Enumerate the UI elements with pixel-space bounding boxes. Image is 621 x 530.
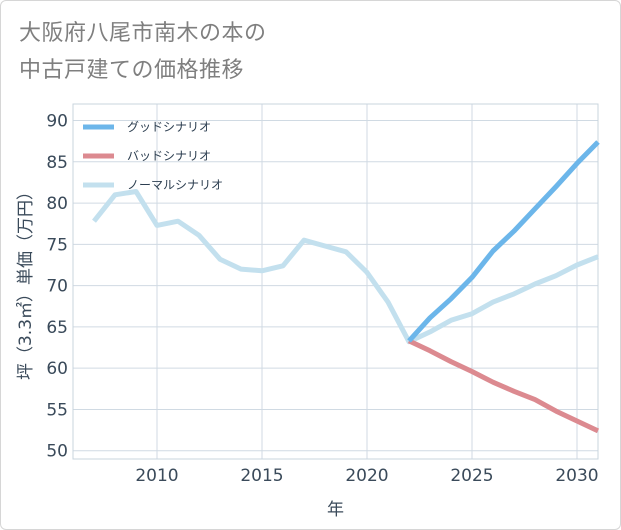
series-lines: [92, 140, 600, 434]
legend-label: ノーマルシナリオ: [127, 178, 223, 192]
y-tick-label: 70: [46, 277, 68, 297]
chart-title: 大阪府八尾市南木の本の 中古戸建ての価格推移: [19, 15, 267, 89]
x-gridlines: [156, 104, 578, 459]
plot-area: [72, 103, 599, 460]
series-line-2: [407, 338, 600, 434]
x-tick-label: 2010: [135, 466, 178, 486]
series-line-1: [407, 140, 600, 343]
y-gridlines: [73, 120, 598, 452]
y-tick-label: 50: [46, 442, 68, 462]
x-tick-label: 2025: [450, 466, 493, 486]
y-tick-label: 60: [46, 359, 68, 379]
series-line-3: [92, 189, 599, 345]
legend-label: バッドシナリオ: [127, 149, 211, 163]
y-tick-label: 75: [46, 235, 68, 255]
y-tick-label: 90: [46, 112, 68, 132]
y-tick-label: 65: [46, 318, 68, 338]
x-tick-labels: 2010 2015 2020 2025 2030: [135, 466, 598, 486]
chart-title-line-1: 大阪府八尾市南木の本の: [19, 21, 267, 46]
y-tick-labels: 50 55 60 65 70 75 80 85 90: [46, 112, 68, 462]
y-axis-title: 坪（3.3㎡）単価（万円）: [16, 183, 36, 380]
x-tick-label: 2015: [240, 466, 283, 486]
y-tick-label: 85: [46, 153, 68, 173]
chart-title-line-2: 中古戸建ての価格推移: [19, 58, 245, 83]
x-tick-label: 2030: [555, 466, 598, 486]
x-tick-label: 2020: [345, 466, 388, 486]
y-tick-label: 80: [46, 194, 68, 214]
legend-label: グッドシナリオ: [127, 120, 211, 134]
x-axis-title: 年: [327, 500, 344, 520]
y-tick-label: 55: [46, 400, 68, 420]
